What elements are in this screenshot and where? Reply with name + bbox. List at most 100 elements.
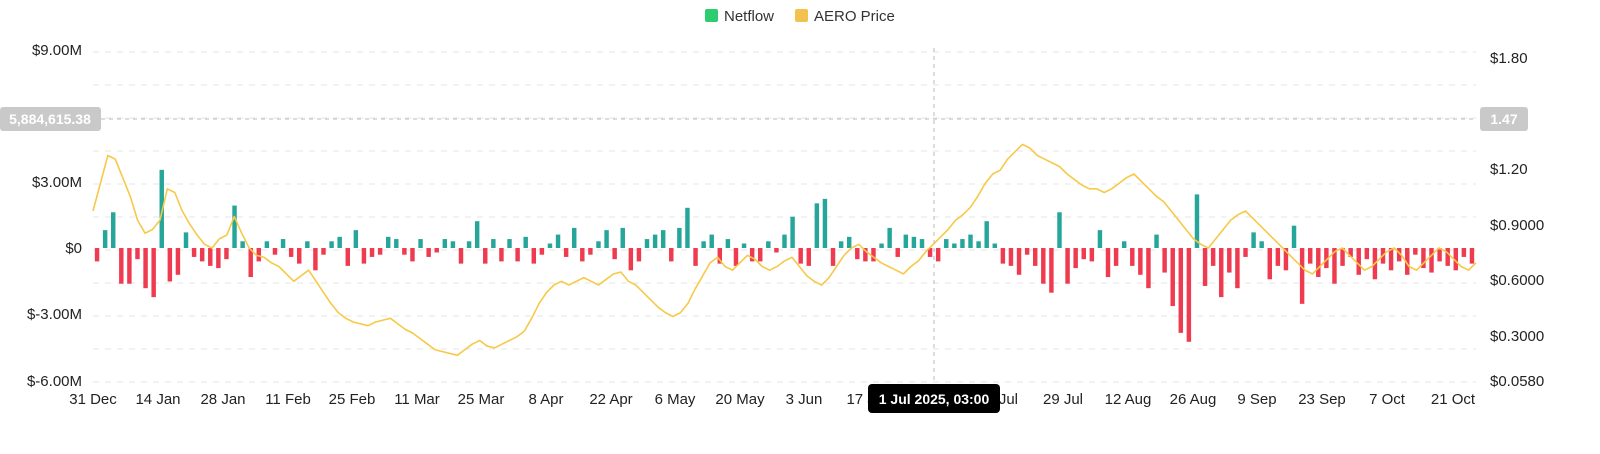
netflow-bar: [329, 241, 334, 248]
netflow-bar: [741, 243, 747, 248]
netflow-bar: [402, 248, 407, 255]
netflow-bar: [1146, 248, 1151, 289]
netflow-bar: [1000, 248, 1006, 264]
netflow-bar: [733, 248, 739, 266]
netflow-bar: [798, 248, 803, 264]
netflow-bar: [280, 239, 286, 248]
grid: [93, 51, 1476, 383]
netflow-bar: [394, 239, 399, 248]
x-tick-label: 14 Jan: [135, 391, 180, 408]
netflow-bar: [1073, 248, 1078, 269]
netflow-bar: [749, 248, 755, 262]
netflow-bar: [1097, 230, 1103, 248]
netflow-bar: [846, 236, 852, 248]
netflow-bar: [1388, 248, 1394, 271]
netflow-bar: [102, 230, 108, 248]
netflow-bar: [1170, 248, 1175, 307]
netflow-bar: [652, 234, 658, 248]
netflow-bar: [1016, 248, 1022, 275]
x-tick-label: 11 Mar: [394, 391, 440, 408]
netflow-bar: [1065, 248, 1070, 284]
netflow-bar: [604, 230, 609, 248]
netflow-bar: [669, 248, 674, 262]
netflow-bar: [984, 221, 989, 248]
netflow-bar: [111, 212, 116, 248]
netflow-bar: [337, 236, 342, 248]
netflow-bar: [1469, 248, 1475, 264]
netflow-bar: [1113, 248, 1119, 266]
netflow-bar: [1024, 248, 1030, 255]
netflow-bar: [895, 248, 900, 257]
netflow-bar: [1307, 248, 1313, 264]
netflow-bar: [410, 248, 415, 262]
netflow-bar: [216, 248, 221, 269]
netflow-bar: [1259, 241, 1264, 248]
netflow-bar: [1437, 248, 1442, 262]
netflow-bar: [208, 248, 213, 266]
netflow-bar: [1332, 248, 1337, 284]
netflow-bar: [1348, 248, 1353, 257]
netflow-bar: [952, 243, 957, 248]
netflow-bar: [1267, 248, 1272, 280]
left-tick-label: $-3.00M: [27, 306, 82, 323]
aero-price-line: [92, 143, 1477, 357]
netflow-bar: [442, 239, 448, 248]
netflow-bar: [1130, 248, 1135, 266]
netflow-bar: [1340, 248, 1345, 266]
x-tick-label: 29 Jul: [1043, 391, 1083, 408]
netflow-bar: [612, 248, 617, 260]
left-tick-label: $0: [65, 240, 82, 257]
netflow-bar: [580, 248, 585, 262]
netflow-bar: [911, 236, 917, 248]
crosshair-right-badge: [1480, 107, 1528, 131]
netflow-bar: [588, 248, 593, 255]
x-tick-label: 26 Aug: [1170, 391, 1217, 408]
netflow-bar: [1461, 248, 1467, 257]
netflow-bar: [701, 241, 706, 248]
netflow-bar: [660, 230, 666, 248]
x-tick-label: 7 Oct: [1369, 391, 1406, 408]
x-tick-label: 25 Mar: [458, 391, 505, 408]
x-tick-label: 22 Apr: [589, 391, 632, 408]
netflow-bar: [458, 248, 464, 264]
netflow-bar: [434, 248, 439, 253]
netflow-bar: [135, 248, 140, 260]
netflow-bar: [822, 198, 828, 248]
netflow-bar: [1316, 248, 1321, 278]
netflow-bar: [677, 227, 682, 248]
netflow-bar: [248, 248, 253, 278]
left-tick-label: $3.00M: [32, 174, 82, 191]
netflow-bar: [272, 248, 278, 255]
netflow-bar: [491, 239, 496, 248]
x-tick-label: 12 Aug: [1105, 391, 1152, 408]
netflow-bar: [499, 248, 504, 262]
netflow-bar: [1275, 248, 1281, 266]
netflow-bar: [717, 248, 723, 264]
netflow-bar: [240, 241, 245, 248]
netflow-bar: [596, 241, 601, 248]
right-tick-label: $0.9000: [1490, 217, 1544, 234]
netflow-bar: [1202, 248, 1208, 286]
netflow-bar: [572, 227, 577, 248]
netflow-bar: [838, 241, 844, 248]
right-tick-label: $0.6000: [1490, 272, 1544, 289]
netflow-bar: [256, 248, 262, 262]
left-tick-label: $-6.00M: [27, 373, 82, 390]
netflow-bar: [855, 248, 860, 260]
netflow-bar: [992, 243, 998, 248]
crosshair-left-value: 5,884,615.38: [9, 111, 91, 127]
x-tick-label: 11 Feb: [265, 391, 311, 408]
netflow-bar: [361, 248, 367, 264]
netflow-bar: [725, 239, 731, 248]
netflow-bar: [1405, 248, 1410, 275]
netflow-bar: [127, 248, 132, 284]
netflow-bar: [1081, 248, 1086, 260]
netflow-bar: [1299, 248, 1305, 304]
netflow-bar: [199, 248, 205, 262]
netflow-bar: [887, 227, 892, 248]
x-tick-label: 31 Dec: [69, 391, 117, 408]
netflow-bar: [466, 241, 472, 248]
netflow-bar: [1251, 232, 1256, 248]
netflow-bar: [1429, 248, 1434, 273]
